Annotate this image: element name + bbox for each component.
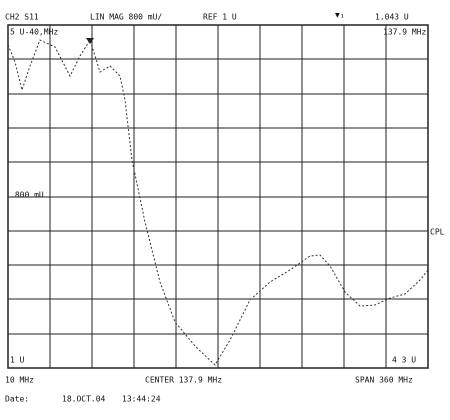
top-left-annotation: 5 U-40,MHz <box>10 28 58 37</box>
center-freq: CENTER 137.9 MHz <box>145 376 222 385</box>
format: LIN MAG 800 mU/ <box>90 13 162 22</box>
date-time: 13:44:24 <box>122 395 161 404</box>
start-freq: 10 MHz <box>5 376 34 385</box>
graticule <box>7 24 429 369</box>
marker-value: 1.043 U <box>375 13 409 22</box>
channel: CH2 S11 <box>5 13 39 22</box>
coupling: CPL <box>430 228 445 237</box>
bottom-right-annotation: 4 3 U <box>392 356 416 365</box>
date-day: 18.OCT.04 <box>62 395 106 404</box>
date-label: Date: <box>5 395 29 404</box>
bottom-left-annotation: 1 U <box>10 356 25 365</box>
marker-freq: 137.9 MHz <box>383 28 427 37</box>
marker-symbol: ▼₁ <box>335 11 345 20</box>
mid-left-annotation: .800 mU <box>10 191 44 200</box>
marker <box>86 38 94 44</box>
span: SPAN 360 MHz <box>355 376 413 385</box>
reference: REF 1 U <box>203 13 237 22</box>
